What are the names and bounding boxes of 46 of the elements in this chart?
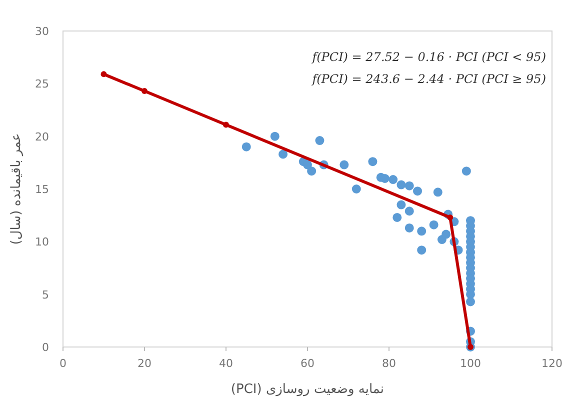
point [315, 136, 324, 146]
x-tick-label: 40 [219, 357, 233, 370]
annotation: f(PCI) = 243.6 − 2.44 · PCI (PCI ≥ 95) [311, 72, 546, 86]
point [404, 181, 414, 190]
point [270, 132, 280, 141]
point [417, 246, 426, 255]
y-tick-label: 5 [42, 288, 49, 302]
x-tick-label: 60 [300, 357, 314, 370]
point [392, 212, 402, 222]
point [396, 180, 406, 190]
y-tick-label: 10 [35, 236, 49, 249]
y-axis-title: عمر باقیمانده (سال) [9, 133, 24, 245]
point [368, 157, 378, 166]
point [462, 166, 471, 176]
point [100, 71, 107, 78]
point [413, 186, 422, 196]
point [388, 175, 398, 184]
point [447, 214, 454, 220]
point [278, 150, 288, 159]
point [352, 184, 361, 194]
point [442, 230, 451, 239]
y-tick-label: 0 [42, 341, 49, 354]
point [307, 166, 316, 176]
x-tick-label: 120 [542, 357, 562, 370]
point [242, 142, 251, 152]
x-tick-label: 0 [60, 357, 66, 370]
point [429, 220, 438, 230]
point [417, 226, 426, 236]
point [466, 297, 475, 306]
y-tick-label: 20 [35, 130, 49, 144]
point [396, 200, 406, 210]
point [142, 88, 148, 94]
point [223, 122, 229, 128]
x-tick-label: 80 [382, 357, 396, 370]
annotation: f(PCI) = 27.52 − 0.16 · PCI (PCI < 95) [311, 50, 546, 64]
y-tick-label: 30 [35, 25, 49, 38]
x-axis-title: نمایه وضعیت روسازی (PCI) [230, 382, 384, 397]
x-tick-label: 100 [460, 357, 481, 370]
point [303, 160, 312, 170]
y-tick-label: 25 [35, 78, 49, 91]
point [340, 160, 349, 170]
y-tick-label: 15 [35, 183, 49, 196]
point [433, 188, 442, 197]
x-tick-label: 20 [138, 357, 152, 370]
point [404, 223, 414, 232]
point [404, 206, 414, 216]
